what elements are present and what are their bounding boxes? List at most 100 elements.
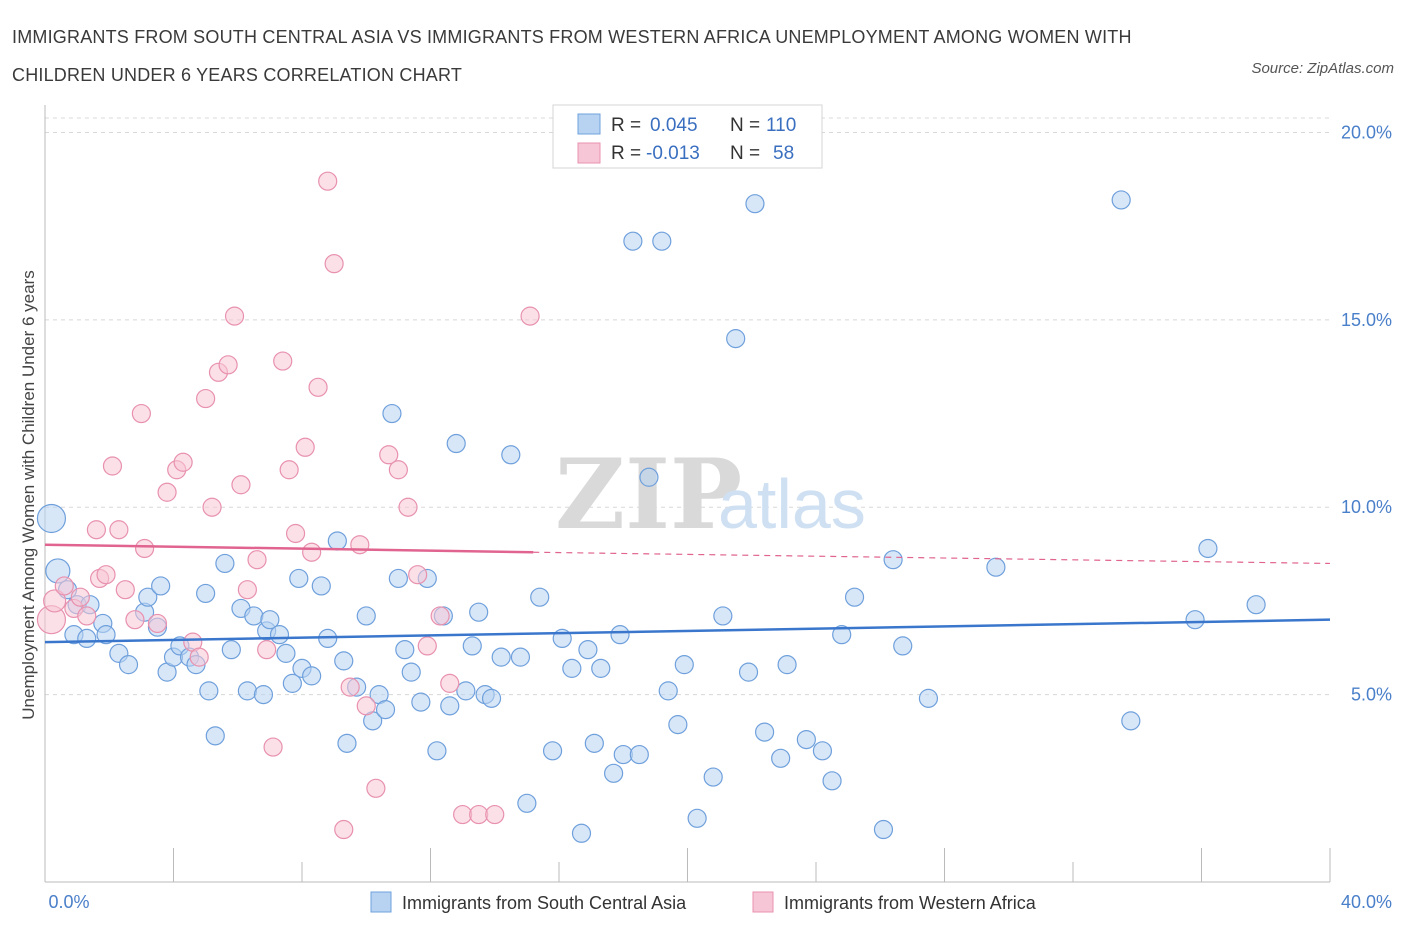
data-point xyxy=(986,557,1006,577)
data-point xyxy=(1185,610,1205,630)
data-point xyxy=(366,778,386,798)
data-point xyxy=(453,804,473,825)
data-point xyxy=(138,587,158,607)
legend-r-value-1: 0.045 xyxy=(650,115,698,136)
data-point xyxy=(96,565,116,585)
data-point xyxy=(199,681,219,701)
data-point xyxy=(491,647,511,667)
data-point xyxy=(70,587,90,607)
data-point xyxy=(610,625,630,645)
series-south-central-asia xyxy=(36,190,1266,843)
trend-line-western-africa xyxy=(44,543,534,554)
data-point xyxy=(639,467,659,487)
legend-n-value-1: 110 xyxy=(766,115,796,136)
legend-swatch-blue xyxy=(577,113,601,135)
data-point xyxy=(356,606,376,626)
data-point xyxy=(285,523,306,544)
data-point xyxy=(1111,190,1131,210)
data-point xyxy=(263,737,283,757)
data-point xyxy=(202,497,222,517)
data-point xyxy=(231,475,251,495)
data-point xyxy=(350,535,370,555)
legend-n-value-2: 58 xyxy=(773,143,794,164)
data-point xyxy=(844,587,865,607)
data-point xyxy=(308,377,328,397)
legend-r-value-2: -0.013 xyxy=(646,143,700,164)
data-point xyxy=(713,606,733,626)
y-tick-label-5: 5.0% xyxy=(1351,685,1392,705)
data-point xyxy=(302,666,322,686)
data-point xyxy=(873,819,894,840)
data-point xyxy=(591,658,611,678)
data-point xyxy=(253,685,274,705)
data-point xyxy=(269,625,290,645)
bottom-legend-label-2: Immigrants from Western Africa xyxy=(784,893,1037,913)
data-point xyxy=(604,763,624,783)
data-point xyxy=(125,610,145,630)
data-point xyxy=(401,662,421,682)
legend-r-label-1: R = xyxy=(611,115,641,136)
data-point xyxy=(282,673,302,693)
data-point xyxy=(279,460,299,480)
x-tick-labels: 0.0% 40.0% xyxy=(48,892,1392,912)
data-point xyxy=(86,520,107,540)
legend-n-label-2: N = xyxy=(730,143,760,164)
data-point xyxy=(260,610,280,630)
data-point xyxy=(115,580,135,600)
data-point xyxy=(398,497,418,517)
y-axis-title: Unemployment Among Women with Children U… xyxy=(19,270,38,719)
data-point xyxy=(822,771,842,791)
data-point xyxy=(542,741,563,761)
data-point xyxy=(893,636,913,656)
data-point xyxy=(440,696,460,716)
data-point xyxy=(456,681,476,701)
data-point xyxy=(196,583,216,604)
watermark-zip: ZIP xyxy=(555,438,742,551)
data-point xyxy=(77,628,97,649)
watermark: ZIP atlas xyxy=(555,438,866,551)
data-point xyxy=(247,550,267,570)
data-point xyxy=(754,722,775,742)
data-point xyxy=(337,733,357,753)
data-point xyxy=(623,231,643,251)
data-point xyxy=(427,741,447,761)
data-point xyxy=(173,452,193,472)
data-point xyxy=(578,640,598,660)
legend-r-label-2: R = xyxy=(611,143,641,164)
data-point xyxy=(318,171,338,191)
data-point xyxy=(446,433,466,454)
data-point xyxy=(215,553,235,574)
trend-line-south-central-asia xyxy=(44,618,1331,644)
data-point xyxy=(221,640,241,660)
data-point xyxy=(918,688,939,708)
data-point xyxy=(771,748,791,768)
bottom-legend-label-1: Immigrants from South Central Asia xyxy=(402,893,687,913)
data-point xyxy=(517,793,537,813)
data-point xyxy=(417,636,437,656)
bottom-swatch-blue xyxy=(370,891,392,913)
data-point xyxy=(469,602,489,622)
data-point xyxy=(430,606,450,626)
data-point xyxy=(395,640,415,660)
data-point xyxy=(54,576,74,596)
correlation-legend: R = 0.045 N = 110 R = -0.013 N = 58 xyxy=(552,104,823,169)
y-tick-label-15: 15.0% xyxy=(1341,310,1392,330)
data-point xyxy=(189,647,209,667)
data-point xyxy=(469,804,489,825)
data-point xyxy=(501,445,521,465)
data-point xyxy=(388,568,408,589)
data-point xyxy=(151,576,171,596)
data-point xyxy=(658,681,678,701)
data-point xyxy=(109,520,129,540)
data-point xyxy=(812,741,833,761)
data-point xyxy=(520,306,540,326)
data-point xyxy=(237,681,257,701)
data-point xyxy=(388,460,408,480)
data-point xyxy=(237,580,257,600)
data-point xyxy=(102,456,123,476)
bottom-swatch-pink xyxy=(752,891,774,913)
data-point xyxy=(157,482,177,502)
data-point xyxy=(134,538,155,559)
data-point xyxy=(408,565,428,585)
